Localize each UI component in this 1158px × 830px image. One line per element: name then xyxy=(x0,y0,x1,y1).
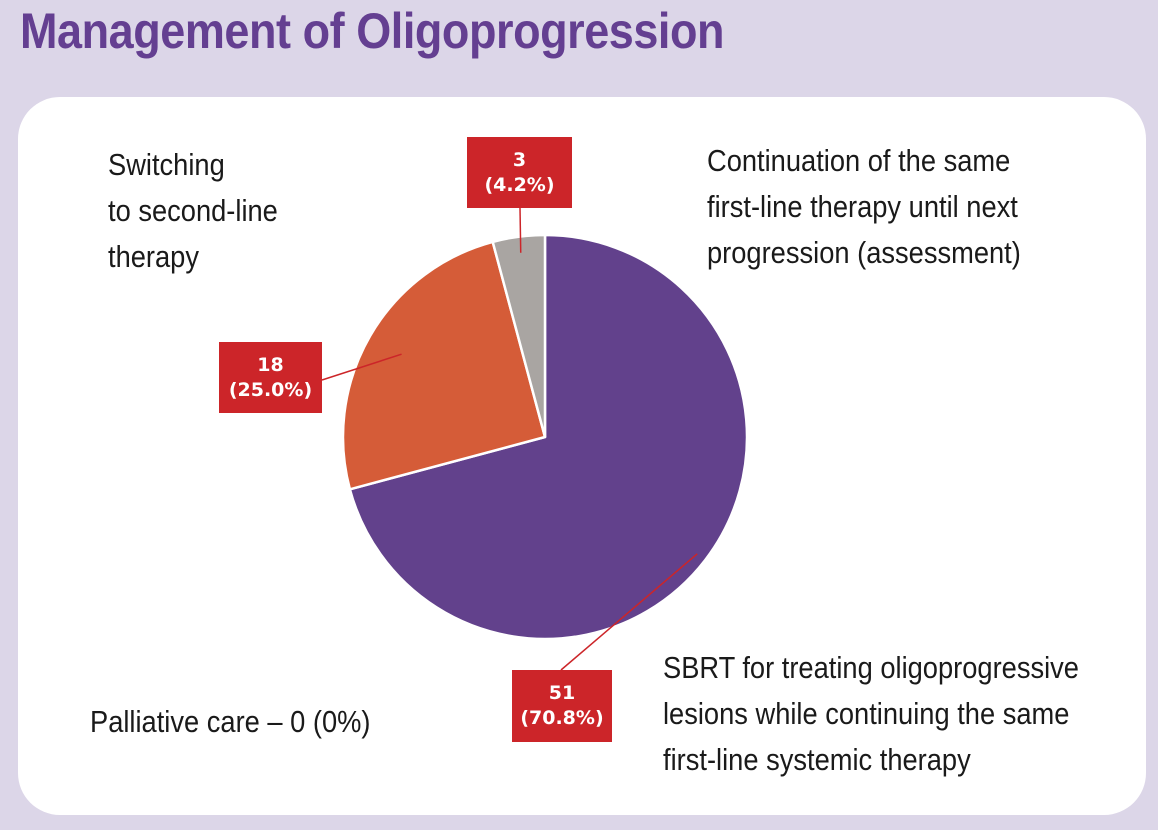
pie-slice-continuation xyxy=(491,233,547,439)
page-title: Management of Oligoprogression xyxy=(20,3,725,59)
data-label-switching: 18 (25.0%) xyxy=(219,342,322,413)
leader-line-switching xyxy=(321,353,402,381)
category-label-switching: Switching to second-line therapy xyxy=(108,147,278,274)
data-label-percent: (4.2%) xyxy=(484,173,555,196)
category-label-continuation: Continuation of the same first-line ther… xyxy=(707,143,1021,270)
data-label-continuation: 3 (4.2%) xyxy=(467,137,572,208)
data-label-value: 3 xyxy=(512,148,527,171)
leader-line-sbrt xyxy=(560,553,698,671)
data-label-percent: (70.8%) xyxy=(520,707,604,729)
leader-line-continuation xyxy=(519,207,522,253)
data-label-percent: (25.0%) xyxy=(228,378,313,401)
pie-slice-sbrt xyxy=(348,233,749,641)
category-label-palliative: Palliative care – 0 (0%) xyxy=(90,704,371,739)
data-label-value: 51 xyxy=(548,682,576,704)
pie-slice-switching xyxy=(341,240,547,491)
data-label-value: 18 xyxy=(257,353,284,376)
category-label-sbrt: SBRT for treating oligoprogressive lesio… xyxy=(663,650,1079,777)
data-label-sbrt: 51 (70.8%) xyxy=(512,670,612,742)
